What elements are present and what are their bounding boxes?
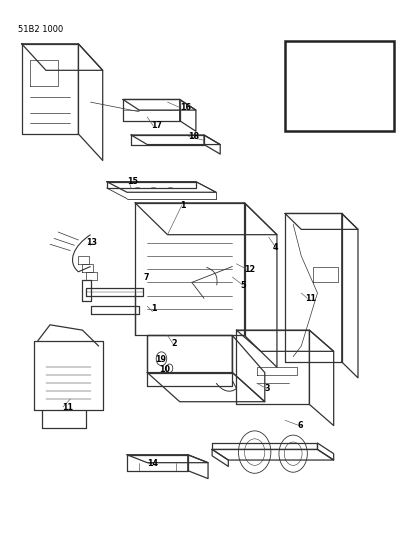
Text: 8: 8 — [342, 114, 347, 123]
Text: 16: 16 — [180, 103, 191, 112]
Text: 51B2 1000: 51B2 1000 — [18, 25, 63, 34]
Bar — [285, 41, 395, 131]
Text: 5: 5 — [240, 280, 246, 289]
Text: 6: 6 — [297, 421, 303, 430]
Text: 11: 11 — [62, 402, 73, 411]
Text: 9: 9 — [346, 76, 351, 85]
Text: 2: 2 — [172, 339, 177, 348]
Text: 12: 12 — [244, 265, 256, 273]
Text: 17: 17 — [151, 122, 162, 131]
Text: 4: 4 — [273, 244, 278, 253]
Text: 10: 10 — [160, 366, 171, 374]
Text: 1: 1 — [180, 201, 185, 210]
Text: 13: 13 — [86, 238, 98, 247]
Text: 11: 11 — [305, 294, 316, 303]
Text: 15: 15 — [127, 177, 138, 186]
Text: 3: 3 — [265, 384, 270, 393]
Text: 7: 7 — [143, 272, 149, 281]
Text: 1: 1 — [151, 304, 157, 313]
Text: 14: 14 — [147, 459, 158, 469]
Text: 18: 18 — [188, 132, 199, 141]
Text: 19: 19 — [155, 355, 166, 364]
